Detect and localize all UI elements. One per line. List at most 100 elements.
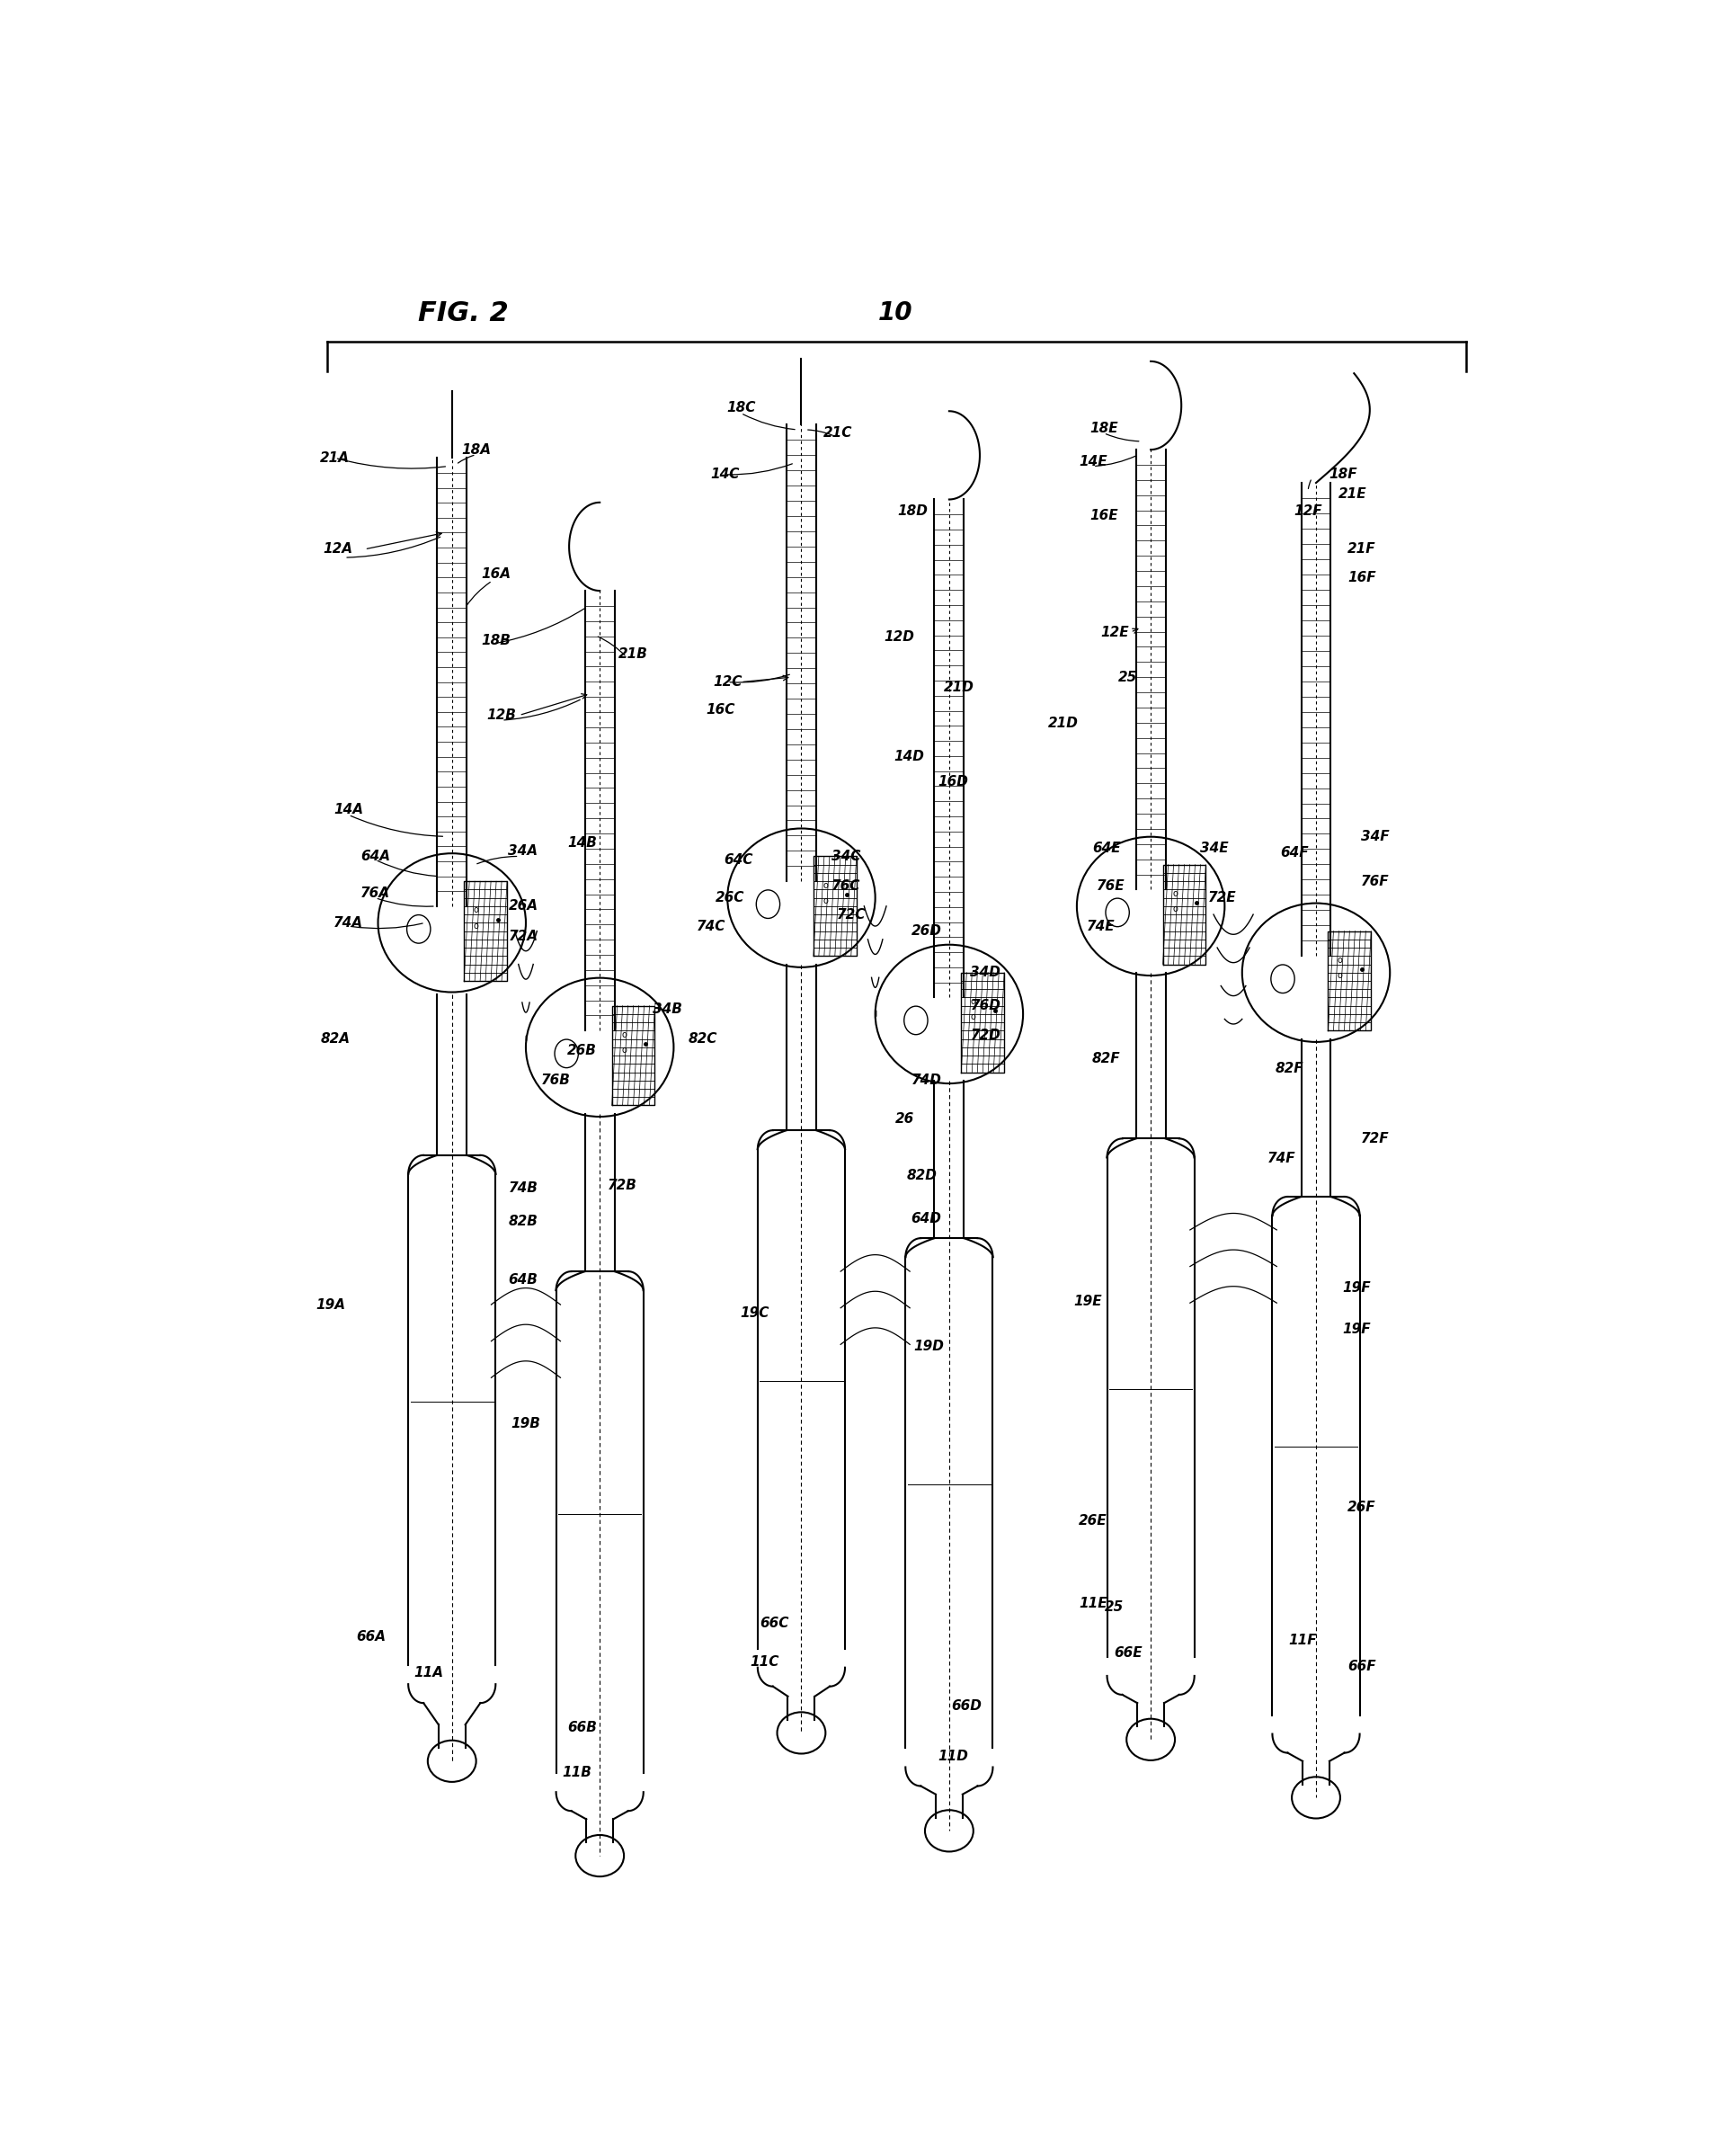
Text: o: o xyxy=(473,921,479,931)
Text: 74D: 74D xyxy=(910,1074,942,1087)
Text: 26D: 26D xyxy=(910,925,942,938)
Text: 19D: 19D xyxy=(914,1339,945,1352)
Text: 11D: 11D xyxy=(938,1749,968,1764)
Text: 34F: 34F xyxy=(1361,830,1389,843)
Text: 74E: 74E xyxy=(1087,918,1115,934)
Text: o: o xyxy=(824,882,829,890)
Text: o: o xyxy=(971,1013,976,1022)
Text: 18A: 18A xyxy=(461,442,491,457)
Text: 11F: 11F xyxy=(1288,1634,1316,1647)
Text: 66D: 66D xyxy=(952,1699,981,1714)
Text: 76B: 76B xyxy=(541,1074,570,1087)
Text: 26: 26 xyxy=(895,1112,914,1125)
Text: 72A: 72A xyxy=(508,929,538,942)
Text: 64E: 64E xyxy=(1092,841,1120,854)
Text: 14A: 14A xyxy=(333,804,364,817)
Text: 19F: 19F xyxy=(1342,1281,1370,1296)
Text: 34D: 34D xyxy=(971,966,1001,979)
Text: 26B: 26B xyxy=(567,1044,596,1056)
Text: 19B: 19B xyxy=(512,1416,541,1432)
Text: 82F: 82F xyxy=(1092,1052,1120,1065)
Text: 82A: 82A xyxy=(321,1033,350,1046)
Text: 76D: 76D xyxy=(971,998,1001,1013)
Text: 26A: 26A xyxy=(508,899,538,912)
Text: 82C: 82C xyxy=(688,1033,718,1046)
Text: 26F: 26F xyxy=(1347,1501,1375,1514)
Text: 21E: 21E xyxy=(1339,487,1366,500)
Text: 11A: 11A xyxy=(414,1667,444,1680)
Text: 19A: 19A xyxy=(316,1298,345,1311)
Text: o: o xyxy=(1337,970,1342,981)
Text: 12C: 12C xyxy=(713,675,742,688)
Text: 76C: 76C xyxy=(831,880,860,893)
Text: 26E: 26E xyxy=(1079,1514,1106,1526)
Text: 25: 25 xyxy=(1118,671,1138,683)
Text: FIG. 2: FIG. 2 xyxy=(418,300,508,326)
Text: 21C: 21C xyxy=(824,427,851,440)
Text: 72D: 72D xyxy=(971,1028,1001,1041)
Text: 34C: 34C xyxy=(831,849,860,862)
Text: o: o xyxy=(1337,955,1342,964)
Text: 66C: 66C xyxy=(759,1617,789,1630)
Text: 21A: 21A xyxy=(321,451,350,466)
Text: 14D: 14D xyxy=(893,750,924,763)
Text: 82B: 82B xyxy=(508,1214,538,1229)
Text: 12A: 12A xyxy=(323,543,352,556)
Text: o: o xyxy=(971,996,976,1007)
Text: 10: 10 xyxy=(877,300,912,326)
Text: 66B: 66B xyxy=(567,1720,596,1736)
Text: 16A: 16A xyxy=(482,567,512,580)
Text: o: o xyxy=(621,1031,626,1039)
Text: 64C: 64C xyxy=(723,854,753,867)
Text: 66F: 66F xyxy=(1347,1660,1375,1673)
Text: 18B: 18B xyxy=(482,634,512,647)
Text: 11E: 11E xyxy=(1079,1598,1106,1611)
Text: 64B: 64B xyxy=(508,1272,538,1287)
Text: 14C: 14C xyxy=(711,468,739,481)
Text: 19F: 19F xyxy=(1342,1324,1370,1337)
Text: 21F: 21F xyxy=(1347,543,1375,556)
Text: 25: 25 xyxy=(1105,1600,1124,1613)
Text: 74C: 74C xyxy=(697,918,727,934)
Text: 12B: 12B xyxy=(487,709,517,722)
Text: 18C: 18C xyxy=(727,401,756,414)
Text: 82D: 82D xyxy=(907,1169,938,1181)
Text: 16F: 16F xyxy=(1347,571,1375,584)
Text: 34E: 34E xyxy=(1200,841,1228,854)
Text: 21D: 21D xyxy=(1047,716,1079,731)
Text: 18E: 18E xyxy=(1089,420,1118,436)
Text: 14B: 14B xyxy=(567,837,596,849)
Text: 21D: 21D xyxy=(943,681,975,694)
Text: 34A: 34A xyxy=(508,845,538,858)
Text: 72B: 72B xyxy=(609,1179,638,1192)
Text: 64F: 64F xyxy=(1280,847,1309,860)
Text: o: o xyxy=(621,1046,626,1054)
Text: 26C: 26C xyxy=(716,890,744,906)
Text: 66E: 66E xyxy=(1113,1647,1143,1660)
Text: 74F: 74F xyxy=(1268,1151,1295,1164)
Text: 72F: 72F xyxy=(1361,1132,1389,1145)
Text: 76A: 76A xyxy=(361,886,390,899)
Text: 76F: 76F xyxy=(1361,875,1389,888)
Text: 82F: 82F xyxy=(1274,1063,1304,1076)
Text: 12F: 12F xyxy=(1294,505,1321,517)
Text: 72E: 72E xyxy=(1209,890,1236,906)
Text: 66A: 66A xyxy=(357,1630,387,1643)
Text: 16C: 16C xyxy=(706,703,735,718)
Text: 11B: 11B xyxy=(562,1766,591,1779)
Text: 21B: 21B xyxy=(619,647,649,660)
Text: 14E: 14E xyxy=(1079,455,1106,468)
Text: 18D: 18D xyxy=(898,505,928,517)
Text: 16D: 16D xyxy=(938,774,968,789)
Text: 12D: 12D xyxy=(884,630,914,645)
Text: 64D: 64D xyxy=(910,1212,942,1225)
Text: 18F: 18F xyxy=(1328,468,1358,481)
Text: o: o xyxy=(824,897,829,906)
Text: 11C: 11C xyxy=(751,1656,780,1669)
Text: 12E: 12E xyxy=(1101,625,1129,638)
Text: o: o xyxy=(1172,888,1177,899)
Text: 34B: 34B xyxy=(652,1003,681,1015)
Text: 76E: 76E xyxy=(1096,880,1125,893)
Text: 64A: 64A xyxy=(361,849,390,862)
Text: 74B: 74B xyxy=(508,1181,538,1194)
